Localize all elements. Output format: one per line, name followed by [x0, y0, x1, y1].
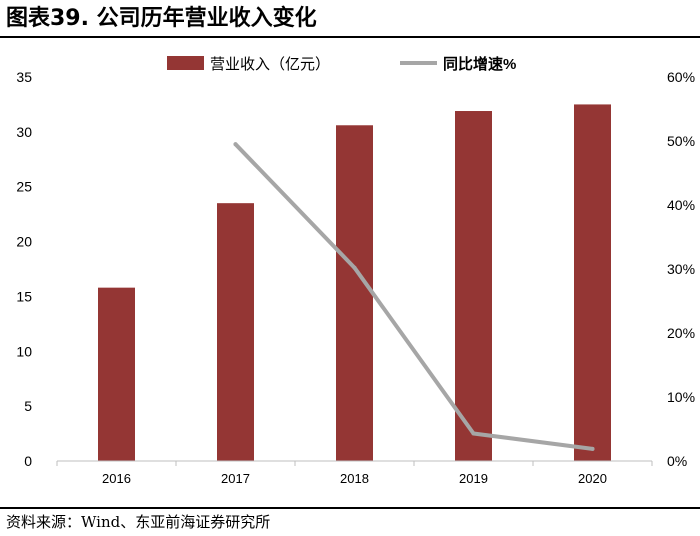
- y-left-tick-label: 0: [24, 453, 32, 469]
- bar-2017: [217, 203, 254, 461]
- source-divider: [0, 507, 700, 509]
- x-tick-label-2020: 2020: [578, 471, 607, 486]
- legend-revenue-label: 营业收入（亿元）: [210, 56, 330, 73]
- bar-2020: [574, 104, 611, 461]
- x-axis: 2016 2017 2018 2019 2020: [56, 460, 653, 486]
- y-left-tick-label: 5: [24, 398, 32, 414]
- legend-growth-label: 同比增速%: [443, 55, 516, 73]
- growth-point-2019: [471, 431, 476, 436]
- title-divider: [0, 36, 700, 38]
- bar-2018: [336, 125, 373, 461]
- y-right-tick-label: 40%: [667, 197, 695, 213]
- y-right-tick-label: 30%: [667, 261, 695, 277]
- line-series: [233, 142, 595, 451]
- y-left-tick-label: 15: [16, 288, 32, 304]
- growth-point-2020: [590, 446, 595, 451]
- y-left-tick-label: 10: [16, 343, 32, 359]
- y-left-tick-label: 35: [16, 69, 32, 85]
- y-axis-right: 0% 10% 20% 30% 40% 50% 60%: [667, 69, 695, 469]
- bar-2016: [98, 287, 135, 461]
- chart-legend: 营业收入（亿元） 同比增速%: [167, 55, 516, 73]
- y-right-tick-label: 50%: [667, 133, 695, 149]
- y-axis-left: 0 5 10 15 20 25 30 35: [16, 69, 32, 469]
- x-tick-label-2017: 2017: [221, 471, 250, 486]
- y-right-tick-label: 10%: [667, 389, 695, 405]
- y-right-tick-label: 60%: [667, 69, 695, 85]
- growth-line: [233, 142, 595, 451]
- y-left-tick-label: 20: [16, 234, 32, 250]
- x-tick-label-2016: 2016: [102, 471, 131, 486]
- y-right-tick-label: 20%: [667, 325, 695, 341]
- x-tick-label-2018: 2018: [340, 471, 369, 486]
- growth-point-2018: [352, 265, 357, 270]
- growth-point-2017: [233, 142, 238, 147]
- bar-series: [98, 104, 611, 462]
- revenue-chart: 营业收入（亿元） 同比增速% 2016 2017 2018 2019 2020 0 5 10…: [16, 55, 695, 486]
- y-right-tick-label: 0%: [667, 453, 687, 469]
- bar-2019: [455, 111, 492, 462]
- y-left-tick-label: 30: [16, 124, 32, 140]
- y-left-tick-label: 25: [16, 179, 32, 195]
- legend-revenue-swatch: [167, 56, 204, 70]
- source-note: 资料来源：Wind、东亚前海证券研究所: [6, 513, 271, 531]
- figure-title: 图表39. 公司历年营业收入变化: [6, 6, 317, 31]
- x-tick-label-2019: 2019: [459, 471, 488, 486]
